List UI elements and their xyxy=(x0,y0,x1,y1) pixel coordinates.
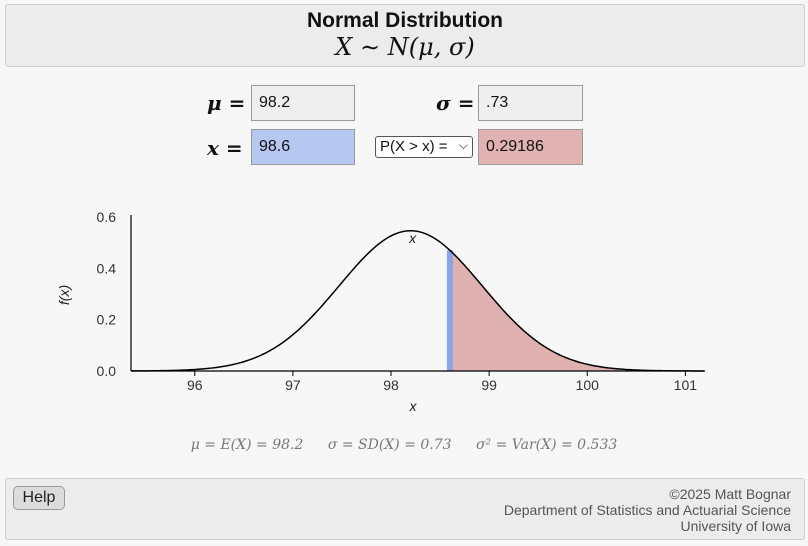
page-title: Normal Distribution xyxy=(306,9,503,32)
variance-stat: σ² = Var(X) = 0.533 xyxy=(476,437,618,453)
x-tick-label: 101 xyxy=(674,377,698,393)
shaded-tail-area xyxy=(449,250,705,371)
x-curve-label: x xyxy=(408,230,417,246)
credit-copyright: ©2025 Matt Bognar xyxy=(669,486,791,502)
x-tick-label: 98 xyxy=(383,377,399,393)
density-chart: 96 97 98 99 100 101 0.0 0.2 0.4 0.6 x x f(x) xyxy=(56,209,705,414)
x-input[interactable]: 98.6 xyxy=(251,129,355,165)
app-header: Normal Distribution X ∼ N(μ, σ) xyxy=(5,4,805,67)
app-footer: Help ©2025 Matt Bognar Department of Sta… xyxy=(5,478,805,540)
x-tick-label: 99 xyxy=(481,377,497,393)
y-tick-label: 0.0 xyxy=(97,363,117,379)
x-tick-label: 97 xyxy=(285,377,301,393)
y-axis-label: f(x) xyxy=(56,285,72,305)
y-tick-label: 0.2 xyxy=(97,312,117,328)
chevron-down-icon: ⌵ xyxy=(458,138,468,152)
x-tick-label: 96 xyxy=(187,377,203,393)
help-button[interactable]: Help xyxy=(13,486,65,510)
mu-label: μ = xyxy=(207,91,246,115)
probability-output[interactable]: 0.29186 xyxy=(478,129,583,165)
distribution-formula: X ∼ N(μ, σ) xyxy=(335,33,475,61)
sigma-input[interactable]: .73 xyxy=(478,85,583,121)
credit-university: University of Iowa xyxy=(680,518,791,534)
y-tick-label: 0.4 xyxy=(97,260,117,276)
probability-type-select[interactable]: P(X > x) = ⌵ xyxy=(375,136,473,158)
x-label: x = xyxy=(207,136,243,160)
sd-stat: σ = SD(X) = 0.73 xyxy=(327,437,452,453)
x-tick-label: 100 xyxy=(576,377,600,393)
y-tick-label: 0.6 xyxy=(97,209,117,225)
mu-input[interactable]: 98.2 xyxy=(251,85,355,121)
mean-stat: μ = E(X) = 98.2 xyxy=(190,437,304,453)
probability-type-value: P(X > x) = xyxy=(380,138,448,155)
x-axis-label: x xyxy=(409,398,418,414)
density-curve xyxy=(130,229,705,372)
credits: ©2025 Matt Bognar Department of Statisti… xyxy=(504,486,791,534)
summary-stats: μ = E(X) = 98.2 σ = SD(X) = 0.73 σ² = Va… xyxy=(0,437,808,453)
x-marker-band xyxy=(446,250,453,371)
credit-department: Department of Statistics and Actuarial S… xyxy=(503,502,791,518)
sigma-label: σ = xyxy=(436,91,475,115)
